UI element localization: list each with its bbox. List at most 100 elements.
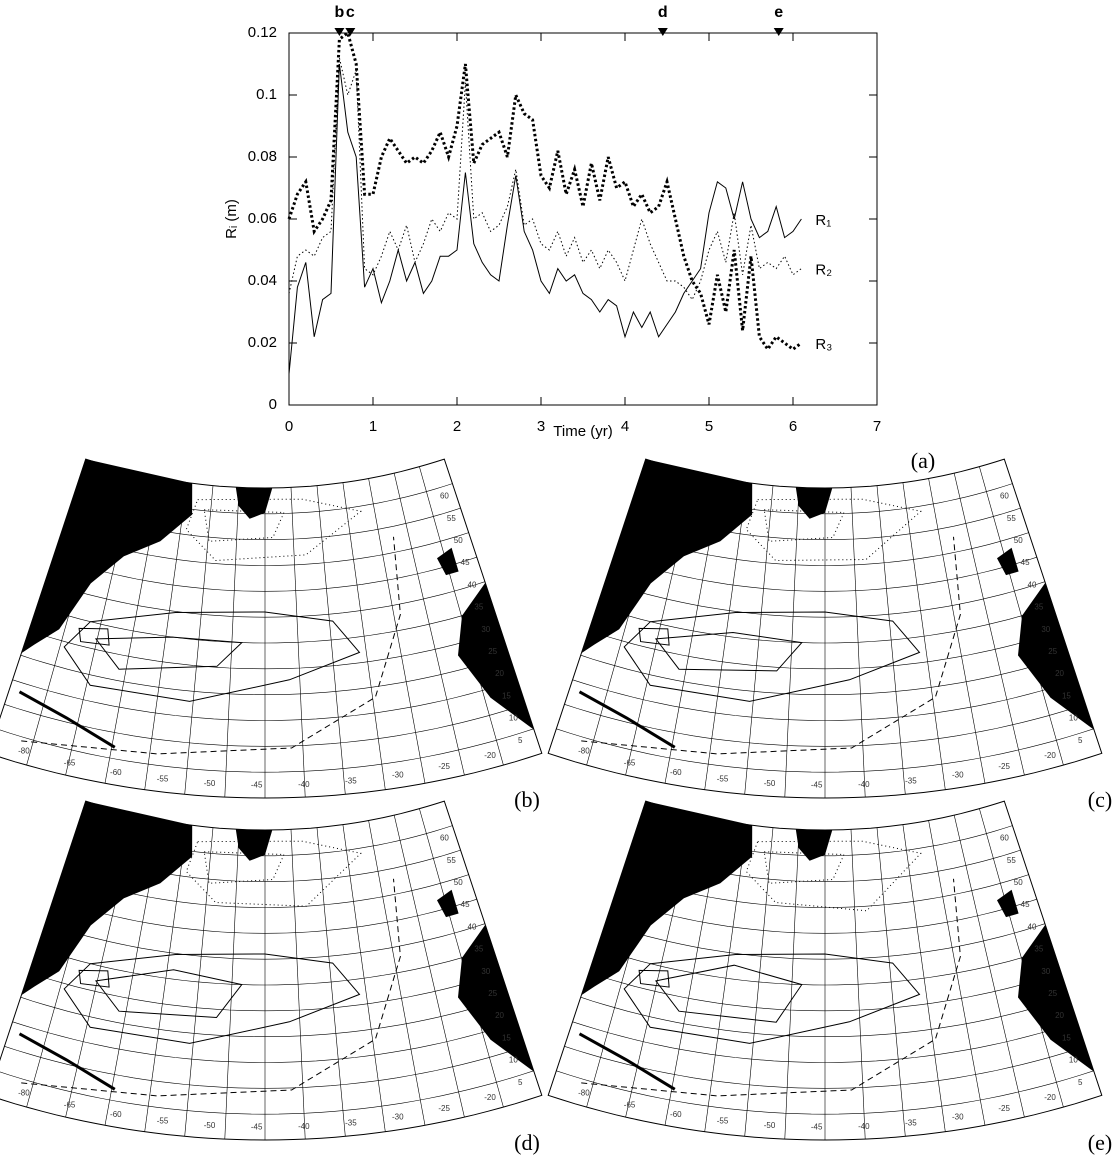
lat-label: 20: [1055, 1011, 1064, 1020]
meridian: [184, 827, 214, 1137]
lon-label: -20: [1044, 751, 1056, 760]
contour-dashed: [581, 878, 961, 1097]
lon-label: -60: [110, 768, 122, 777]
lat-label: 35: [1034, 603, 1043, 612]
contour-dashed: [21, 878, 401, 1097]
meridian: [876, 485, 906, 795]
lon-label: -40: [298, 1122, 310, 1131]
meridian: [342, 824, 386, 1132]
lat-label: 45: [1021, 558, 1030, 567]
lat-label: 20: [1055, 669, 1064, 678]
lon-label: -55: [717, 1117, 729, 1126]
contour: [623, 611, 921, 702]
event-marker: [334, 28, 345, 36]
plot-frame: [288, 32, 878, 406]
lat-label: 5: [1078, 736, 1083, 745]
lat-label: 10: [509, 714, 518, 723]
map-panel: -80 -65 -60 -55 -50 -45 -40 -35 -30 -25 -20 5 10 15 20…: [0, 800, 543, 1141]
meridian: [744, 827, 774, 1137]
event-marker: [773, 28, 784, 36]
lon-label: -45: [251, 1123, 263, 1132]
legend-label: R₁: [815, 212, 831, 229]
lon-label: -55: [157, 1117, 169, 1126]
series-line: [288, 63, 802, 375]
contour-dashed: [581, 536, 961, 755]
meridian: [876, 827, 906, 1137]
lat-label: 50: [454, 878, 463, 887]
meridian: [928, 478, 986, 784]
lon-label: -65: [64, 1100, 76, 1109]
lon-label: -65: [624, 1100, 636, 1109]
meridian: [224, 829, 240, 1140]
meridian: [144, 482, 188, 790]
x-tick-label: 4: [621, 418, 629, 435]
lon-label: -60: [670, 768, 682, 777]
lon-label: -50: [764, 779, 776, 788]
contour-dotted: [745, 498, 922, 562]
lat-label: 50: [1014, 878, 1023, 887]
meridian: [368, 478, 426, 784]
lon-label: -30: [392, 770, 404, 779]
island: [578, 690, 676, 749]
event-label: e: [774, 4, 783, 21]
lat-label: 40: [1028, 922, 1037, 931]
lon-label: -45: [811, 781, 823, 790]
meridian: [784, 829, 800, 1140]
lon-label: -40: [858, 1122, 870, 1131]
y-tick-label: 0.08: [248, 148, 277, 165]
series-line: [287, 30, 803, 352]
land: [997, 547, 1019, 576]
lon-label: -20: [484, 1093, 496, 1102]
meridian: [316, 485, 346, 795]
contour-dotted: [745, 840, 922, 912]
meridian: [850, 487, 866, 798]
lat-label: 40: [468, 922, 477, 931]
lat-label: 5: [1078, 1078, 1083, 1087]
lat-label: 25: [488, 989, 497, 998]
lon-label: -45: [251, 781, 263, 790]
lat-label: 55: [447, 514, 456, 523]
meridian: [953, 815, 1025, 1118]
series-line: [288, 57, 802, 301]
land: [458, 924, 534, 1072]
meridian: [928, 820, 986, 1126]
lat-label: 60: [1000, 492, 1009, 501]
contour: [94, 636, 243, 670]
contour: [78, 627, 110, 646]
lat-label: 30: [481, 967, 490, 976]
lon-label: -25: [998, 1104, 1010, 1113]
meridian: [419, 466, 504, 766]
x-tick-label: 2: [453, 418, 461, 435]
lon-label: -35: [345, 1118, 357, 1127]
lon-label: -60: [670, 1110, 682, 1119]
meridian: [184, 485, 214, 795]
meridian: [979, 808, 1064, 1108]
panel-label: (c): [1088, 787, 1112, 812]
panel-label: (e): [1088, 1130, 1112, 1155]
lat-label: 35: [474, 603, 483, 612]
lon-label: -55: [157, 775, 169, 784]
meridian: [290, 829, 306, 1140]
lat-label: 15: [1062, 691, 1071, 700]
island: [18, 690, 116, 749]
lat-label: 5: [518, 1078, 523, 1087]
meridian: [979, 466, 1064, 766]
island: [18, 1032, 116, 1091]
meridian: [342, 482, 386, 790]
lat-label: 60: [1000, 834, 1009, 843]
land: [581, 801, 753, 996]
event-marker: [345, 28, 356, 36]
contour: [638, 627, 670, 646]
x-tick-label: 7: [873, 418, 881, 435]
contour: [63, 953, 361, 1044]
x-tick-label: 0: [285, 418, 293, 435]
contour: [63, 611, 361, 702]
lon-label: -55: [717, 775, 729, 784]
land: [437, 889, 459, 918]
lat-label: 35: [1034, 945, 1043, 954]
y-tick-label: 0.06: [248, 210, 277, 227]
x-tick-label: 6: [789, 418, 797, 435]
lat-label: 55: [1007, 856, 1016, 865]
